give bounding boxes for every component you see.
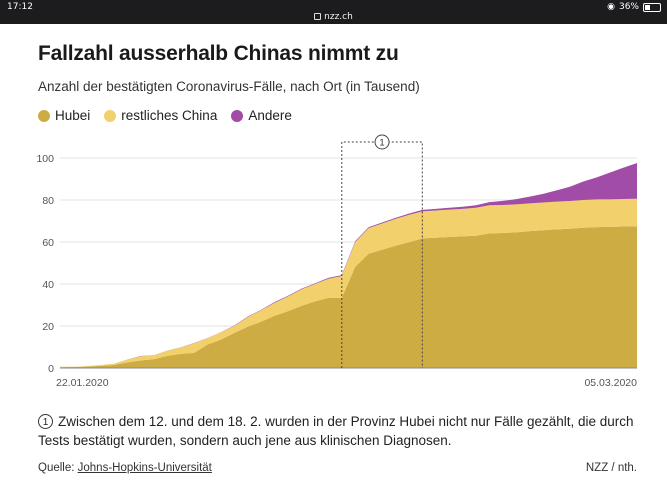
legend-swatch-andere: [231, 109, 244, 122]
legend-item-rest-china: restliches China: [104, 108, 217, 123]
y-tick-label: 80: [42, 195, 54, 207]
url-text: nzz.ch: [324, 12, 353, 22]
y-tick-label: 40: [42, 279, 54, 291]
y-tick-label: 0: [48, 363, 54, 375]
legend-label-rest-china: restliches China: [121, 108, 218, 123]
legend-swatch-hubei: [38, 109, 50, 122]
status-bar: 17:12 nzz.ch ◉ 36%: [0, 0, 667, 24]
legend-label-andere: Andere: [248, 108, 292, 123]
annotation-marker: [374, 134, 390, 150]
legend-item-andere: Andere: [231, 108, 292, 123]
area-andere: [60, 163, 637, 367]
status-indicators: ◉ 36%: [607, 2, 661, 12]
chart-area: 0 20 40 60 80 100 1 22.01.2020 05.03.2020: [36, 134, 637, 389]
battery-fill: [645, 4, 651, 10]
legend: Hubei restliches China Andere: [38, 108, 292, 123]
area-rest-china: [60, 198, 637, 368]
x-tick-label-start: 22.01.2020: [56, 377, 109, 389]
annotation-bracket: [341, 141, 423, 368]
x-tick-label-end: 05.03.2020: [584, 377, 637, 389]
area-hubei: [60, 226, 637, 368]
lock-icon: [314, 13, 322, 20]
legend-item-hubei: Hubei: [38, 108, 90, 123]
footnote: 1 Zwischen dem 12. und dem 18. 2. wurden …: [38, 412, 638, 450]
legend-swatch-rest-china: [104, 109, 117, 122]
chart-title: Fallzahl ausserhalb Chinas nimmt zu: [38, 42, 399, 65]
credit: NZZ / nth.: [585, 462, 637, 474]
chart-subtitle: Anzahl der bestätigten Coronavirus-Fälle…: [38, 79, 420, 94]
footnote-text: Zwischen dem 12. und dem 18. 2. wurden i…: [38, 414, 634, 448]
source-prefix: Quelle:: [38, 462, 78, 474]
y-tick-label: 60: [42, 237, 54, 249]
address-bar[interactable]: nzz.ch: [0, 12, 667, 22]
source-link[interactable]: Johns-Hopkins-Universität: [77, 462, 212, 474]
battery-percent: 36%: [618, 2, 639, 12]
y-tick-label: 20: [42, 321, 54, 333]
source: Quelle: Johns-Hopkins-Universität: [38, 462, 212, 474]
status-time: 17:12: [7, 2, 33, 12]
battery-icon: [643, 2, 661, 12]
legend-label-hubei: Hubei: [55, 108, 91, 123]
footnote-marker: 1: [38, 414, 53, 429]
annotation-label: 1: [379, 138, 384, 149]
y-tick-label: 100: [36, 153, 54, 165]
wifi-icon: ◉: [607, 2, 615, 12]
